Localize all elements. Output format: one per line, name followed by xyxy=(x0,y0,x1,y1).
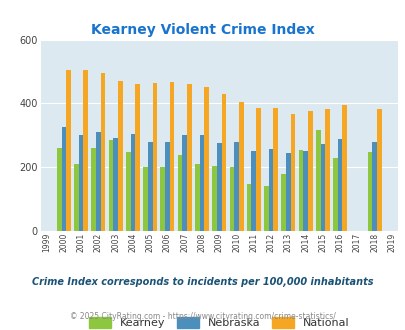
Bar xyxy=(290,114,294,231)
Bar xyxy=(212,166,216,231)
Bar xyxy=(79,135,83,231)
Bar xyxy=(135,84,140,231)
Text: Kearney Violent Crime Index: Kearney Violent Crime Index xyxy=(91,23,314,37)
Bar xyxy=(315,130,320,231)
Bar xyxy=(273,108,277,231)
Bar xyxy=(66,70,70,231)
Bar xyxy=(109,140,113,231)
Bar xyxy=(199,135,204,231)
Text: Crime Index corresponds to incidents per 100,000 inhabitants: Crime Index corresponds to incidents per… xyxy=(32,277,373,287)
Bar xyxy=(216,143,221,231)
Bar xyxy=(251,151,256,231)
Bar xyxy=(147,142,152,231)
Bar xyxy=(100,73,105,231)
Bar xyxy=(194,164,199,231)
Bar xyxy=(83,70,88,231)
Bar xyxy=(341,105,346,231)
Bar xyxy=(118,81,122,231)
Bar xyxy=(61,127,66,231)
Bar xyxy=(268,149,273,231)
Bar xyxy=(256,108,260,231)
Bar xyxy=(130,134,135,231)
Bar xyxy=(376,110,381,231)
Bar xyxy=(371,142,376,231)
Bar xyxy=(126,152,130,231)
Bar xyxy=(143,167,147,231)
Bar xyxy=(307,112,312,231)
Bar xyxy=(234,142,238,231)
Bar xyxy=(229,167,234,231)
Bar xyxy=(332,158,337,231)
Bar xyxy=(324,110,329,231)
Bar xyxy=(337,140,341,231)
Bar xyxy=(113,138,118,231)
Text: © 2025 CityRating.com - https://www.cityrating.com/crime-statistics/: © 2025 CityRating.com - https://www.city… xyxy=(70,312,335,321)
Bar xyxy=(165,142,169,231)
Bar xyxy=(160,167,165,231)
Bar xyxy=(246,184,251,231)
Bar xyxy=(182,135,187,231)
Bar xyxy=(238,102,243,231)
Bar xyxy=(221,94,226,231)
Bar xyxy=(152,82,157,231)
Bar xyxy=(281,174,285,231)
Bar xyxy=(320,144,324,231)
Bar xyxy=(303,150,307,231)
Bar xyxy=(96,132,100,231)
Bar xyxy=(91,148,96,231)
Bar xyxy=(169,82,174,231)
Bar xyxy=(177,155,182,231)
Bar xyxy=(298,150,303,231)
Bar xyxy=(57,148,61,231)
Bar xyxy=(74,164,79,231)
Bar xyxy=(285,152,290,231)
Bar xyxy=(263,186,268,231)
Bar xyxy=(187,83,191,231)
Bar xyxy=(367,152,371,231)
Legend: Kearney, Nebraska, National: Kearney, Nebraska, National xyxy=(89,317,349,328)
Bar xyxy=(204,87,209,231)
